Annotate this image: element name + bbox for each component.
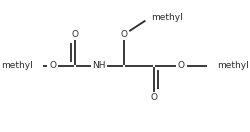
Text: O: O	[49, 62, 56, 70]
Text: O: O	[121, 30, 128, 39]
Text: methyl: methyl	[1, 62, 33, 70]
Text: NH: NH	[92, 62, 106, 70]
Text: O: O	[178, 62, 185, 70]
Text: O: O	[150, 93, 157, 102]
Text: methyl: methyl	[217, 62, 249, 70]
Text: methyl: methyl	[151, 13, 182, 22]
Text: O: O	[71, 30, 78, 39]
